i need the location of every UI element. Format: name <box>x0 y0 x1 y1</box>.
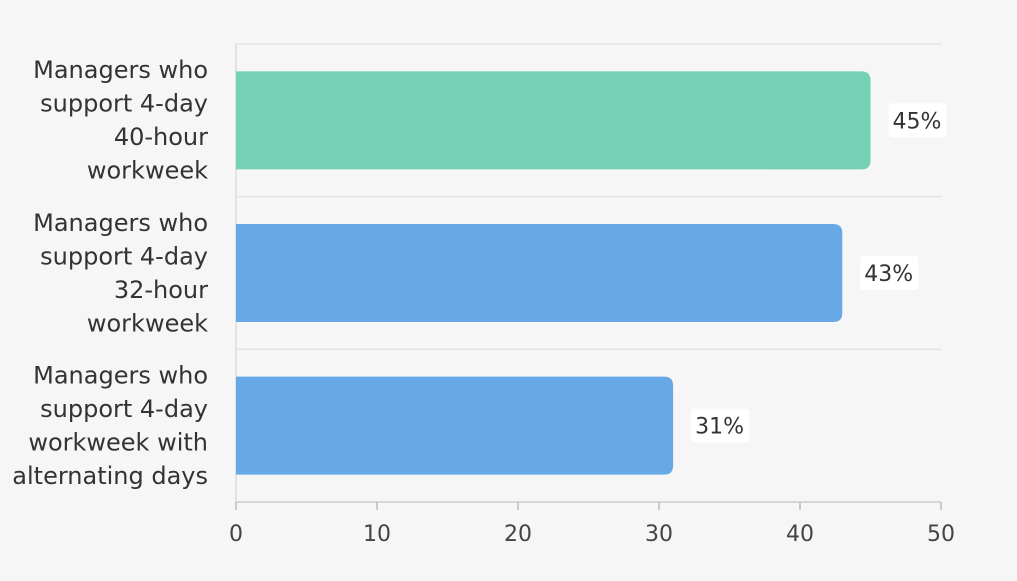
category-label: Managers who support 4-day 40-hour workweek <box>33 56 208 185</box>
category-label: Managers who support 4-day workweek with al… <box>12 361 208 490</box>
x-tick-label: 20 <box>504 522 532 547</box>
x-tick-label: 40 <box>786 522 814 547</box>
x-tick-label: 30 <box>645 522 673 547</box>
data-label: 31% <box>695 415 744 440</box>
bar <box>236 224 843 322</box>
x-tick-label: 0 <box>229 522 243 547</box>
x-tick-label: 50 <box>927 522 955 547</box>
bar <box>236 71 871 170</box>
category-label: Managers who support 4-day 32-hour workweek <box>33 209 208 338</box>
data-label-background <box>860 256 919 290</box>
data-label: 45% <box>893 109 942 134</box>
data-label-background <box>691 408 750 443</box>
data-label-background <box>888 103 947 138</box>
data-label: 43% <box>864 262 913 287</box>
x-tick-label: 10 <box>363 522 391 547</box>
bar <box>236 376 674 475</box>
